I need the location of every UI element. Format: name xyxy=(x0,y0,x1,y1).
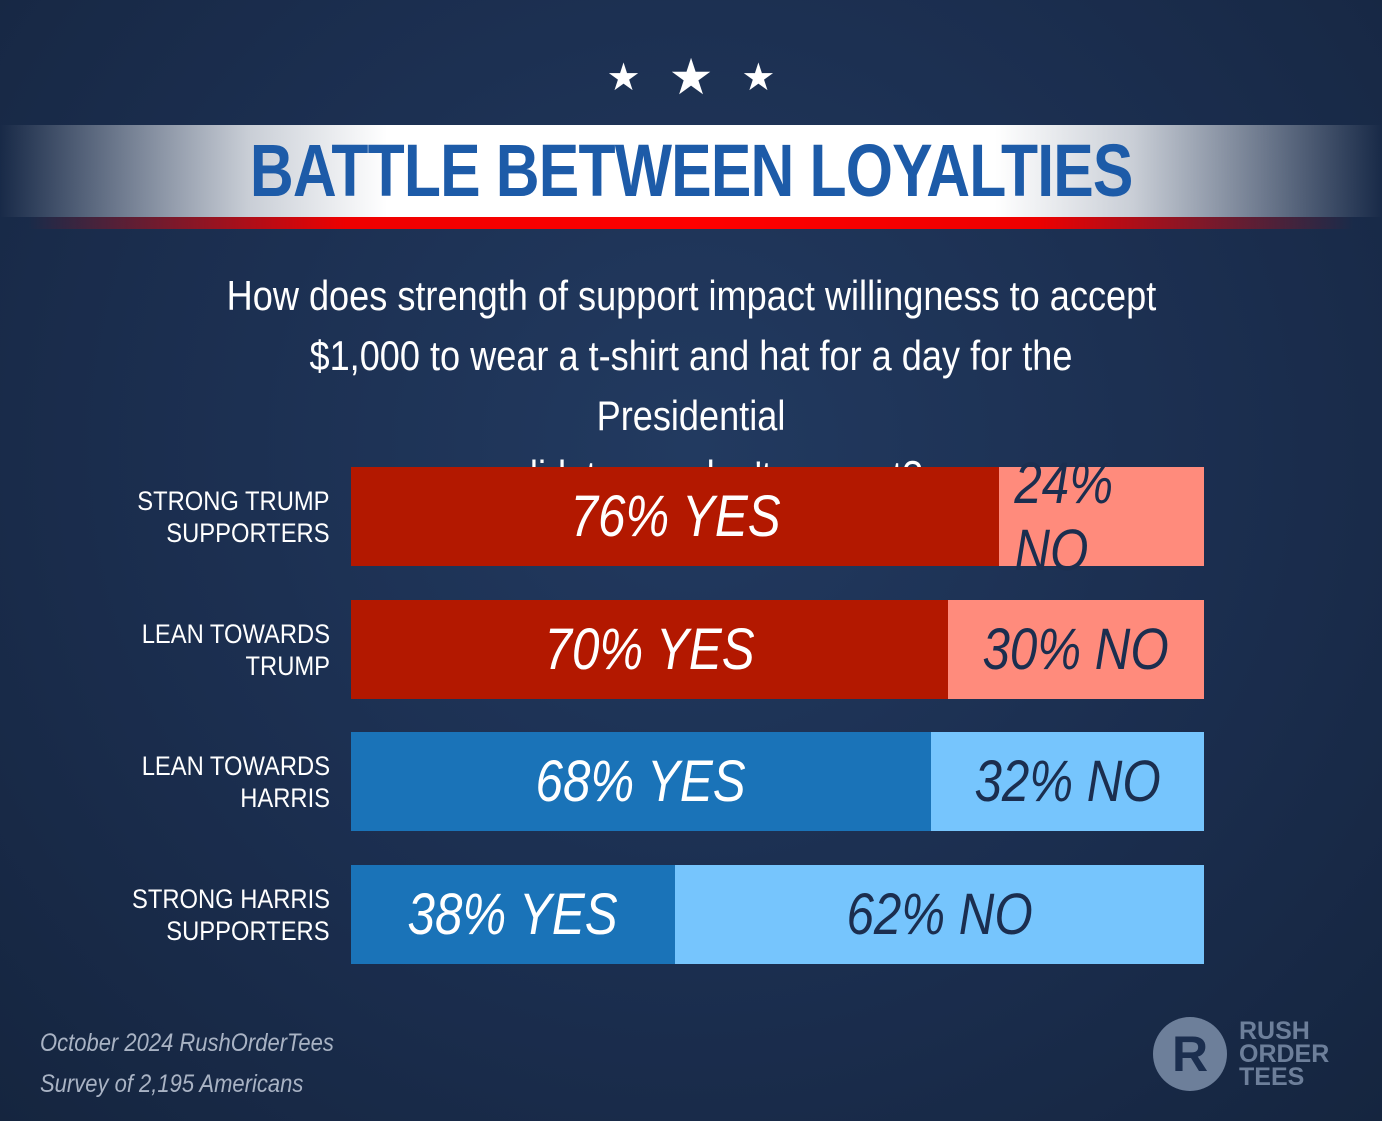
data-label: 76% YES xyxy=(570,484,781,549)
bar-yes: 68% YES xyxy=(351,732,932,831)
category-label: LEAN TOWARDS HARRIS xyxy=(141,751,330,813)
data-label: 32% NO xyxy=(974,749,1161,814)
question-line: How does strength of support impact will… xyxy=(226,272,1156,319)
category-label: LEAN TOWARDS TRUMP xyxy=(141,619,330,681)
bar-no: 30% NO xyxy=(948,600,1204,699)
chart-title: BATTLE BETWEEN LOYALTIES xyxy=(0,128,1382,213)
question-line: $1,000 to wear a t-shirt and hat for a d… xyxy=(309,332,1073,439)
title-banner xyxy=(0,125,1382,217)
data-label: 24% NO xyxy=(1014,450,1114,583)
bar-yes: 38% YES xyxy=(351,865,676,964)
bar-no: 62% NO xyxy=(675,865,1204,964)
data-label: 38% YES xyxy=(407,882,619,947)
bar-no: 32% NO xyxy=(931,732,1204,831)
category-label: STRONG HARRIS SUPPORTERS xyxy=(131,884,330,946)
bar-yes: 70% YES xyxy=(351,600,949,699)
star-icon: ★ xyxy=(741,56,776,99)
data-label: 30% NO xyxy=(982,617,1170,682)
data-label: 62% NO xyxy=(846,882,1033,947)
bar-no: 24% NO xyxy=(999,451,1204,583)
star-icon: ★ xyxy=(606,56,641,99)
star-icon: ★ xyxy=(668,49,714,105)
source-note: October 2024 RushOrderTees Survey of 2,1… xyxy=(40,1023,374,1105)
logo-r-icon: R xyxy=(1153,1017,1227,1091)
banner-red-stripe xyxy=(0,217,1382,229)
source-line: Survey of 2,195 Americans xyxy=(40,1070,304,1098)
rushordertees-logo: R RUSH ORDER TEES xyxy=(1153,1017,1329,1091)
stars-decoration: ★ ★ ★ xyxy=(0,48,1382,106)
bar-yes: 76% YES xyxy=(351,467,1000,566)
data-label: 68% YES xyxy=(535,749,747,814)
source-line: October 2024 RushOrderTees xyxy=(40,1029,334,1057)
category-label: STRONG TRUMP SUPPORTERS xyxy=(137,486,330,548)
title-text: BATTLE BETWEEN LOYALTIES xyxy=(249,129,1133,212)
data-label: 70% YES xyxy=(544,617,755,682)
